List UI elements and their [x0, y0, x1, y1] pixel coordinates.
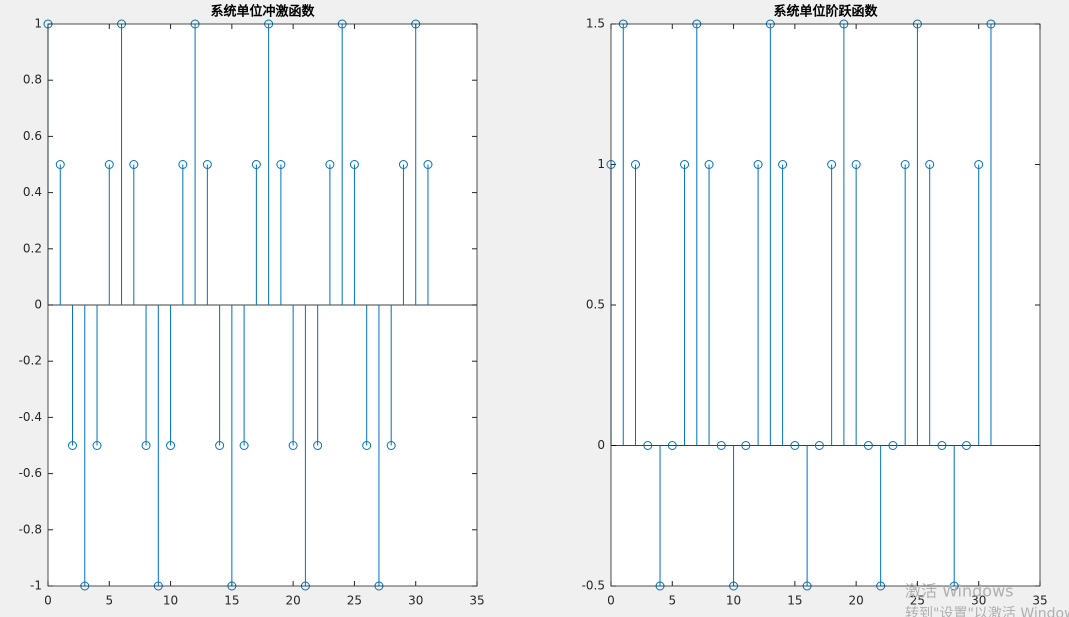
- y-tick-label: -0.4: [19, 410, 42, 424]
- stem-marker: [202, 160, 212, 169]
- x-tick-label: 25: [910, 594, 925, 608]
- y-tick-label: 1.5: [586, 17, 605, 31]
- stem-marker: [888, 441, 898, 450]
- stem-marker: [276, 160, 286, 169]
- x-tick-label: 20: [286, 594, 301, 608]
- x-tick-label: 35: [1032, 594, 1047, 608]
- stem-marker: [251, 160, 261, 169]
- x-tick-label: 5: [105, 594, 113, 608]
- y-tick-label: 1: [597, 157, 605, 171]
- stem-marker: [680, 160, 690, 169]
- stem-marker: [55, 160, 65, 169]
- stem-marker: [961, 441, 971, 450]
- stem-marker: [827, 160, 837, 169]
- stem-marker: [239, 441, 249, 450]
- y-tick-label: -0.8: [19, 522, 42, 536]
- y-tick-label: 0: [597, 438, 605, 452]
- stem-marker: [974, 160, 984, 169]
- stem-marker: [778, 160, 788, 169]
- stem-marker: [349, 160, 359, 169]
- watermark: 激活 Windows: [905, 582, 1014, 601]
- axes-box: [47, 23, 478, 587]
- x-tick-label: 10: [163, 594, 178, 608]
- x-tick-label: 15: [224, 594, 239, 608]
- x-tick-label: 30: [971, 594, 986, 608]
- x-tick-label: 35: [469, 594, 484, 608]
- stem-marker: [215, 441, 225, 450]
- stem-marker: [814, 441, 824, 450]
- stem-marker: [398, 160, 408, 169]
- stem-marker: [141, 441, 151, 450]
- stem-marker: [937, 441, 947, 450]
- y-tick-label: -1: [30, 579, 42, 593]
- stem-marker: [423, 160, 433, 169]
- y-tick-label: 0.4: [23, 185, 42, 199]
- stem-marker: [92, 441, 102, 450]
- chart-title: 系统单位阶跃函数: [773, 4, 878, 20]
- x-tick-label: 25: [347, 594, 362, 608]
- x-tick-label: 15: [787, 594, 802, 608]
- axes: 0 5 10 15 20 25 30 35 -1 -0.8 -0.6 -0.4 -0.2 0 0.2 0.4 0…: [19, 4, 485, 608]
- stem-marker: [667, 441, 677, 450]
- y-tick-label: -0.6: [19, 466, 42, 480]
- stem-marker: [288, 441, 298, 450]
- y-tick-label: 1: [34, 17, 42, 31]
- y-tick-label: -0.5: [582, 579, 605, 593]
- stem-marker: [325, 160, 335, 169]
- stem-marker: [386, 441, 396, 450]
- y-tick-label: 0.2: [23, 241, 42, 255]
- stem-marker: [313, 441, 323, 450]
- stem-marker: [166, 441, 176, 450]
- x-tick-label: 0: [607, 594, 615, 608]
- y-tick-label: 0: [34, 298, 42, 312]
- stem-marker: [900, 160, 910, 169]
- stem-marker: [925, 160, 935, 169]
- stem-marker: [753, 160, 763, 169]
- stem-marker: [68, 441, 78, 450]
- x-tick-label: 10: [726, 594, 741, 608]
- stem-marker: [741, 441, 751, 450]
- x-tick-label: 5: [668, 594, 676, 608]
- watermark: 转到"设置"以激活 Windows: [905, 605, 1069, 617]
- plot-area: [611, 24, 1040, 586]
- stem-marker: [643, 441, 653, 450]
- stem-marker: [704, 160, 714, 169]
- y-tick-label: -0.2: [19, 354, 42, 368]
- stem-marker: [716, 441, 726, 450]
- y-tick-label: 0.6: [23, 129, 42, 143]
- stem-marker: [790, 441, 800, 450]
- axes-box: [610, 23, 1041, 587]
- chart-title: 系统单位冲激函数: [210, 4, 315, 20]
- stem-marker: [851, 160, 861, 169]
- stem-marker: [362, 441, 372, 450]
- y-tick-label: 0.5: [586, 298, 605, 312]
- y-tick-label: 0.8: [23, 73, 42, 87]
- x-tick-label: 20: [849, 594, 864, 608]
- stem-marker: [178, 160, 188, 169]
- x-tick-label: 0: [44, 594, 52, 608]
- stem-marker: [631, 160, 641, 169]
- stem-marker: [104, 160, 114, 169]
- stem-marker: [863, 441, 873, 450]
- stem-marker: [129, 160, 139, 169]
- x-tick-label: 30: [408, 594, 423, 608]
